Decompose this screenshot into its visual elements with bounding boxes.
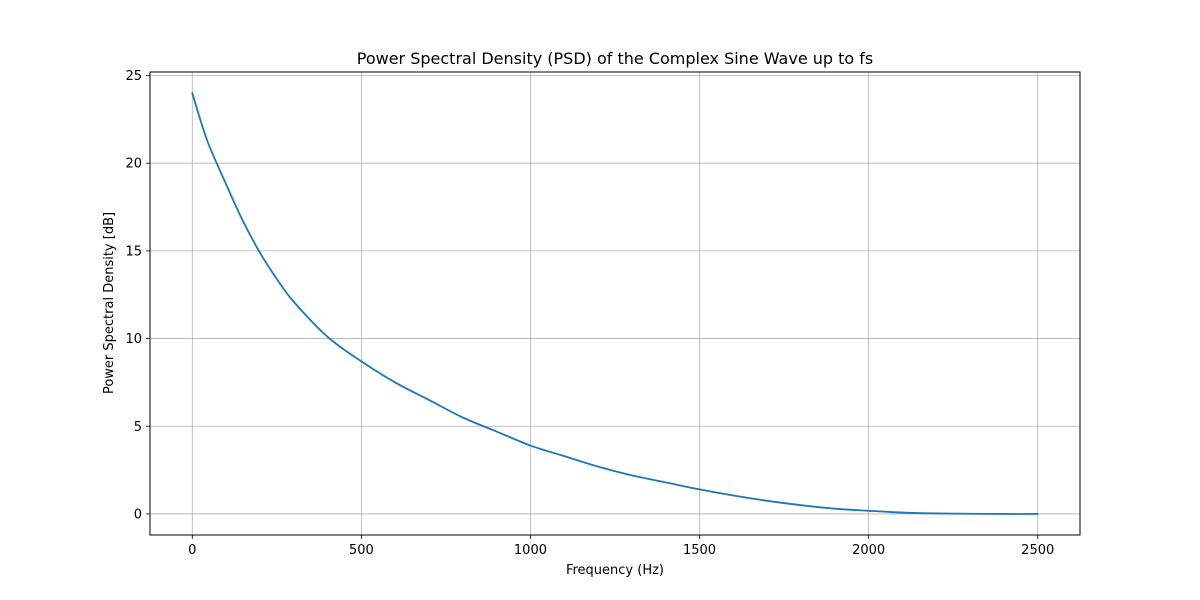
- x-axis-label: Frequency (Hz): [566, 563, 664, 578]
- plot-area-background: [150, 72, 1080, 535]
- x-tick-label: 2500: [1021, 543, 1054, 558]
- series-layer: [191, 92, 1039, 515]
- y-tick-label: 10: [125, 332, 142, 347]
- x-tick-label: 0: [188, 543, 196, 558]
- y-tick-label: 15: [125, 244, 142, 259]
- plot-frame: [149, 71, 1081, 536]
- chart-title: Power Spectral Density (PSD) of the Comp…: [357, 49, 874, 68]
- x-tick-label: 2000: [852, 543, 885, 558]
- y-axis-label: Power Spectral Density [dB]: [102, 212, 117, 394]
- y-tick-label: 25: [125, 69, 142, 84]
- y-tick-label: 20: [125, 157, 142, 172]
- y-tick-label: 5: [134, 420, 142, 435]
- x-tick-label: 500: [349, 543, 374, 558]
- x-tick-label: 1500: [683, 543, 716, 558]
- y-axis-ticks: 0 5 10 15 20 25: [125, 69, 150, 522]
- x-tick-label: 1000: [514, 543, 547, 558]
- psd-series-line: [191, 92, 1039, 515]
- x-axis-ticks: 0 500 1000 1500 2000 2500: [188, 535, 1054, 558]
- y-tick-label: 0: [134, 507, 142, 522]
